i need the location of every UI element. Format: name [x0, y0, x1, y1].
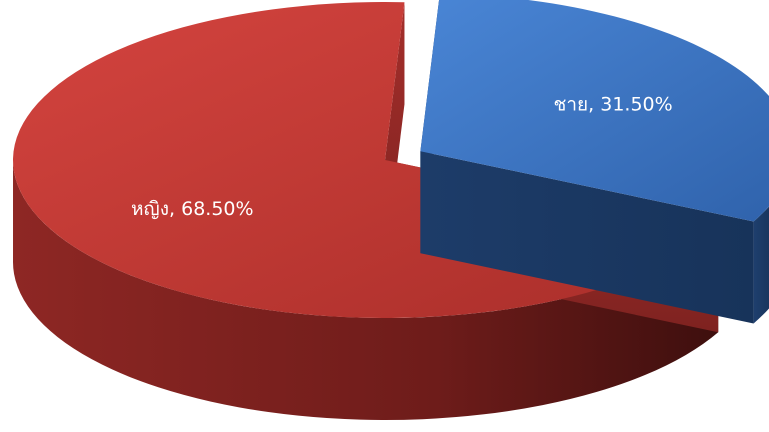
pie-slice-side: [12, 158, 719, 421]
data-label-male: ชาย, 31.50%: [553, 93, 672, 115]
pie-slice-top: [420, 0, 769, 222]
pie-slice-cut-face: [420, 151, 754, 324]
pie-slice-male: [420, 0, 769, 324]
labels-layer: ชาย, 31.50% หญิง, 68.50%: [131, 93, 673, 219]
pie-slice-side: [753, 206, 769, 324]
slices-layer: [12, 0, 769, 421]
data-label-female: หญิง, 68.50%: [131, 198, 254, 220]
